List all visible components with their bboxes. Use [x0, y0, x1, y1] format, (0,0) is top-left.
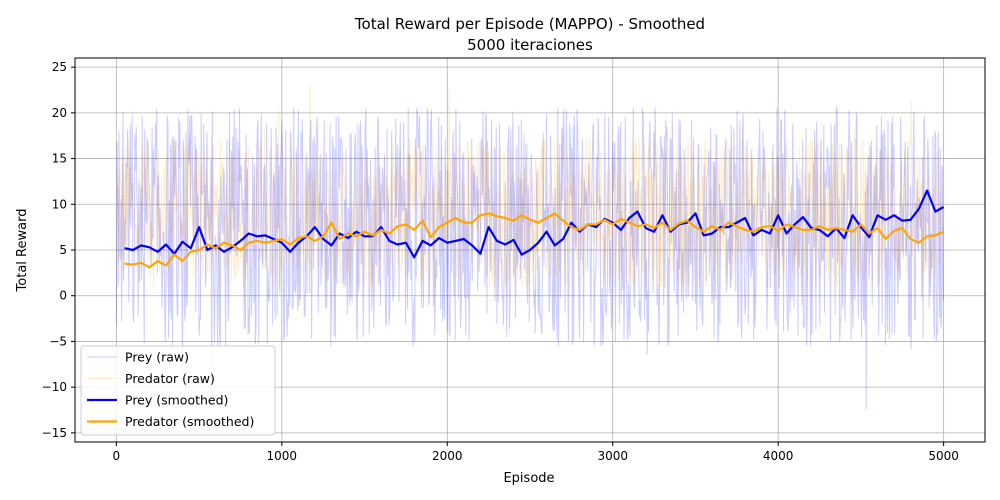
y-tick-label: −5 [49, 334, 67, 348]
x-tick-label: 3000 [597, 449, 628, 463]
prey-smoothed-line [124, 189, 945, 259]
predator-smoothed-line [124, 212, 945, 269]
raw-series-layer [115, 84, 945, 410]
x-tick-label: 0 [113, 449, 121, 463]
x-tick-label: 4000 [763, 449, 794, 463]
x-tick-label: 1000 [267, 449, 298, 463]
axis-ticks: 0 1000 2000 3000 4000 5000 −15 −10 −5 0 5 10 15 20 25 [42, 60, 959, 463]
y-tick-label: 20 [52, 106, 67, 120]
x-tick-label: 2000 [432, 449, 463, 463]
chart-subtitle: 5000 iteraciones [467, 36, 593, 54]
y-tick-label: −10 [42, 380, 67, 394]
legend-label: Predator (smoothed) [125, 414, 254, 429]
legend-box [80, 345, 276, 436]
y-tick-label: 5 [59, 243, 67, 257]
legend-label: Prey (raw) [125, 350, 189, 365]
legend-label: Predator (raw) [125, 371, 215, 386]
legend: Prey (raw) Predator (raw) Prey (smoothed) P… [80, 345, 276, 436]
y-tick-label: 0 [59, 289, 67, 303]
y-tick-label: −15 [42, 426, 67, 440]
x-tick-label: 5000 [928, 449, 959, 463]
y-tick-label: 10 [52, 197, 67, 211]
y-tick-label: 25 [52, 60, 67, 74]
chart-title: Total Reward per Episode (MAPPO) - Smoot… [354, 15, 705, 33]
smoothed-series-layer [124, 189, 945, 269]
y-axis-label: Total Reward [15, 209, 30, 293]
predator-raw-line [115, 84, 945, 288]
y-tick-label: 15 [52, 152, 67, 166]
legend-label: Prey (smoothed) [125, 393, 228, 408]
prey-raw-line [115, 106, 945, 410]
x-axis-label: Episode [503, 471, 554, 486]
